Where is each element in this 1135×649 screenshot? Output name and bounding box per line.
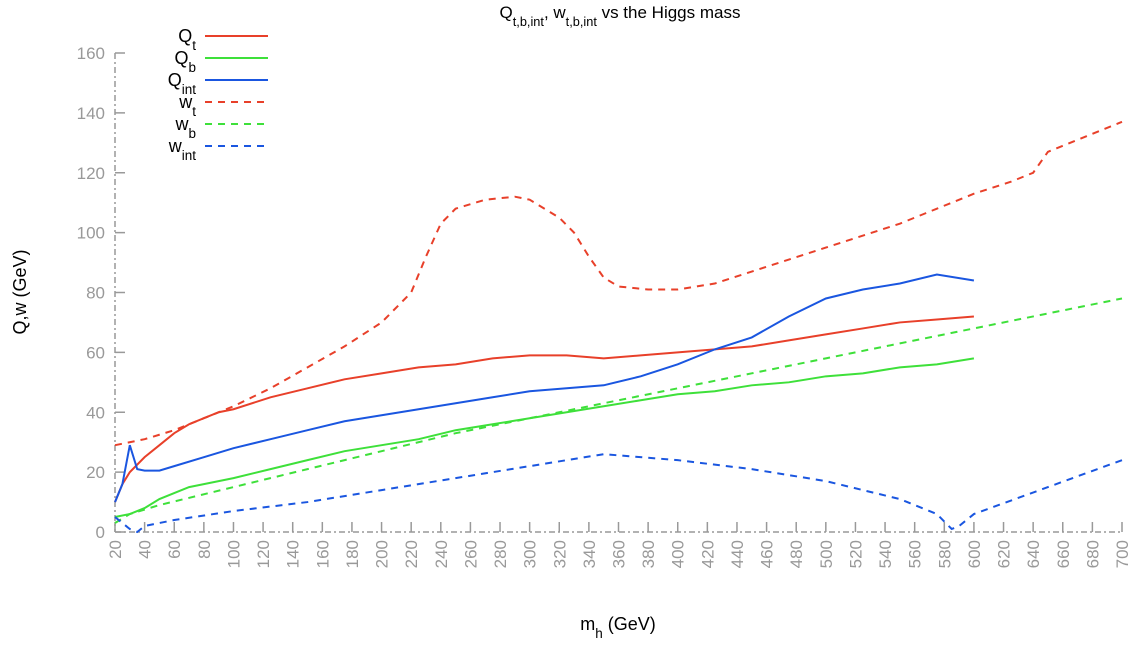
- subscript: h: [595, 626, 603, 641]
- x-tick-label: 660: [1054, 540, 1073, 568]
- line: [114, 273, 975, 503]
- subscript: t,b,int: [513, 14, 545, 29]
- y-tick-label: 100: [77, 224, 105, 243]
- text-part: (GeV): [603, 614, 656, 634]
- x-tick-label: 580: [935, 540, 954, 568]
- x-tick-label: 200: [373, 540, 392, 568]
- x-tick-label: 520: [846, 540, 865, 568]
- y-tick-label: 40: [86, 403, 105, 422]
- text-part: w: [174, 114, 189, 134]
- x-axis-label: mh (GeV): [580, 614, 656, 641]
- legend-label: wb: [174, 114, 196, 141]
- x-tick-label: 80: [195, 540, 214, 559]
- x-tick-label: 260: [461, 540, 480, 568]
- x-tick-label: 700: [1113, 540, 1132, 568]
- x-tick-label: 40: [136, 540, 155, 559]
- y-tick-label: 20: [86, 463, 105, 482]
- x-tick-label: 540: [876, 540, 895, 568]
- x-tick-label: 340: [580, 540, 599, 568]
- text-part: w: [168, 136, 183, 156]
- y-tick-label: 160: [77, 44, 105, 63]
- x-tick-label: 280: [491, 540, 510, 568]
- text-part: Q: [178, 26, 192, 46]
- subscript: t,b,int: [566, 14, 598, 29]
- line: [114, 315, 974, 503]
- x-tick-label: 460: [758, 540, 777, 568]
- y-axis-label: Q,w (GeV): [10, 249, 30, 334]
- x-tick-label: 300: [521, 540, 540, 568]
- x-tick-label: 220: [402, 540, 421, 568]
- legend-label: Qt: [178, 26, 196, 53]
- subscript: t: [192, 104, 196, 119]
- subscript: int: [182, 82, 197, 97]
- x-tick-label: 360: [610, 540, 629, 568]
- x-tick-label: 480: [787, 540, 806, 568]
- legend-label: wint: [168, 136, 197, 163]
- x-tick-label: 20: [106, 540, 125, 559]
- text-part: Q: [168, 70, 182, 90]
- x-tick-label: 640: [1024, 540, 1043, 568]
- x-tick-label: 620: [995, 540, 1014, 568]
- text-part: w: [178, 92, 193, 112]
- text-part: , w: [544, 3, 566, 22]
- subscript: t: [192, 38, 196, 53]
- x-tick-label: 420: [698, 540, 717, 568]
- text-part: Q: [174, 48, 188, 68]
- y-tick-label: 60: [86, 343, 105, 362]
- legend-label: Qint: [168, 70, 197, 97]
- x-tick-label: 60: [165, 540, 184, 559]
- x-tick-label: 160: [313, 540, 332, 568]
- subscript: int: [182, 148, 197, 163]
- x-tick-label: 500: [817, 540, 836, 568]
- chart-title: Qt,b,int, wt,b,int vs the Higgs mass: [500, 3, 741, 29]
- y-tick-label: 0: [96, 523, 105, 542]
- subscript: b: [188, 126, 196, 141]
- x-tick-label: 380: [639, 540, 658, 568]
- line: [114, 297, 1123, 524]
- legend-label: Qb: [174, 48, 196, 75]
- x-tick-label: 240: [432, 540, 451, 568]
- text-part: Q: [500, 3, 513, 22]
- x-tick-label: 180: [343, 540, 362, 568]
- x-tick-label: 680: [1083, 540, 1102, 568]
- y-tick-label: 120: [77, 164, 105, 183]
- text-part: vs the Higgs mass: [597, 3, 741, 22]
- line: [114, 453, 1123, 534]
- y-tick-label: 140: [77, 104, 105, 123]
- x-tick-label: 100: [224, 540, 243, 568]
- line: [114, 120, 1123, 447]
- x-tick-label: 120: [254, 540, 273, 568]
- x-tick-label: 140: [284, 540, 303, 568]
- x-tick-label: 440: [728, 540, 747, 568]
- x-tick-label: 560: [906, 540, 925, 568]
- x-tick-label: 600: [965, 540, 984, 568]
- legend-label: wt: [178, 92, 196, 119]
- x-tick-label: 320: [550, 540, 569, 568]
- y-tick-label: 80: [86, 284, 105, 303]
- line: [114, 357, 975, 519]
- text-part: m: [580, 614, 595, 634]
- x-tick-label: 400: [669, 540, 688, 568]
- subscript: b: [188, 60, 196, 75]
